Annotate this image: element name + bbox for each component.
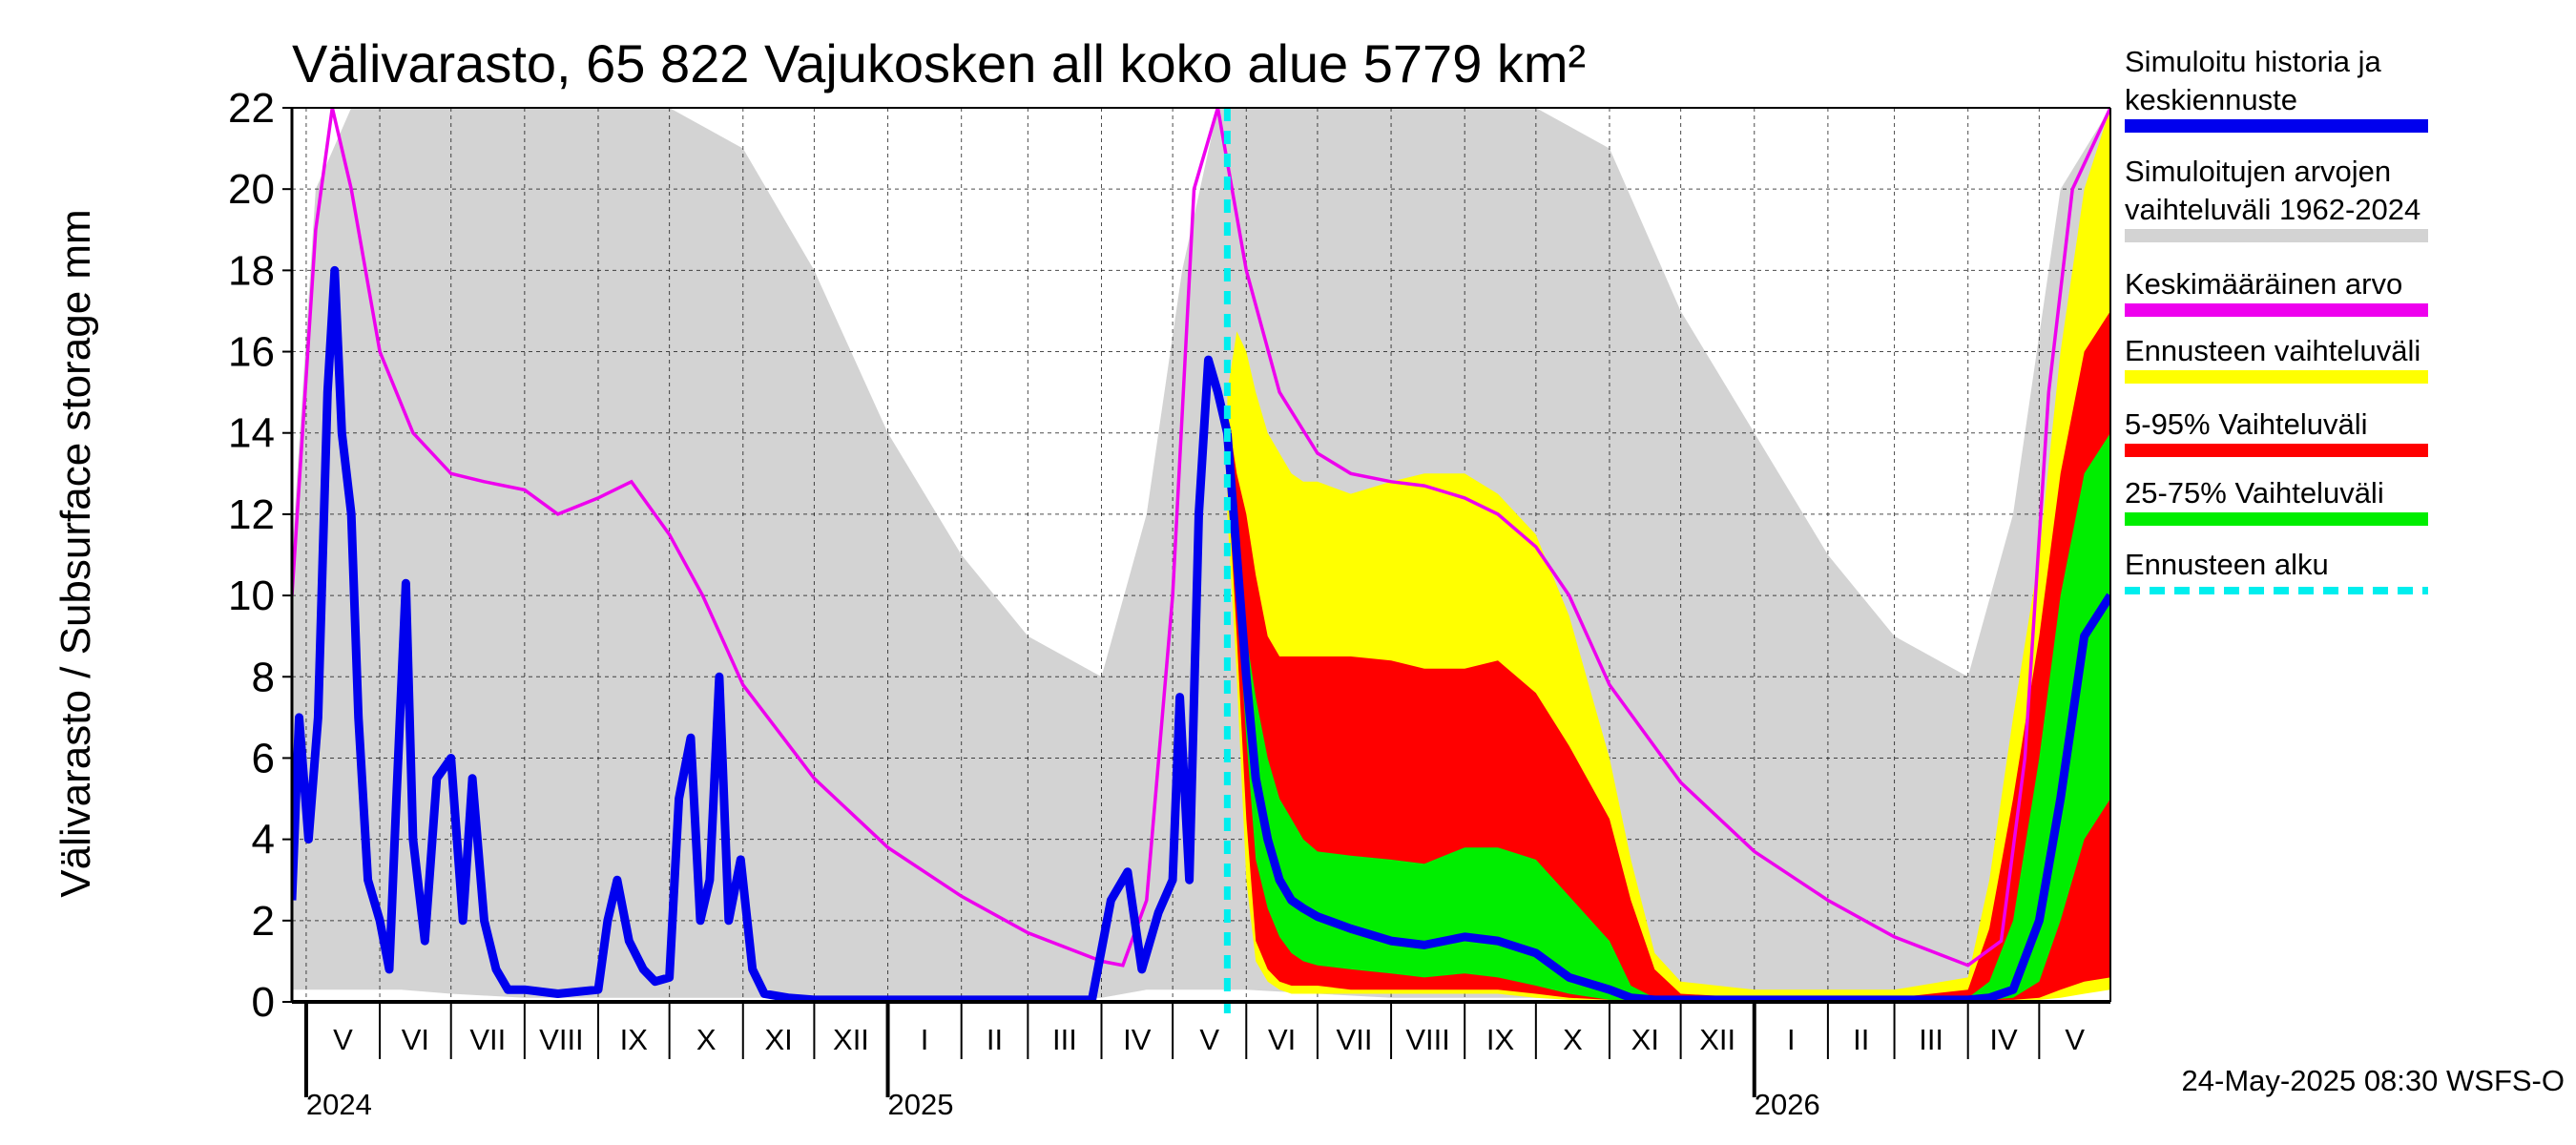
month-label: X	[696, 1023, 717, 1056]
chart-title: Välivarasto, 65 822 Vajukosken all koko …	[292, 33, 1586, 94]
month-label: VII	[469, 1023, 506, 1056]
month-label: IV	[1989, 1023, 2018, 1056]
legend-swatch	[2125, 303, 2428, 317]
legend-label: Ennusteen vaihteluväli	[2125, 334, 2420, 367]
forecast-median-line	[1222, 432, 2110, 1002]
y-tick-label: 6	[252, 735, 275, 781]
legend-item-p5_95: 5-95% Vaihteluväli	[2125, 407, 2428, 457]
month-label: VI	[1268, 1023, 1296, 1056]
legend-swatch	[2125, 444, 2428, 457]
history-line	[292, 265, 1232, 1002]
month-label: XII	[833, 1023, 869, 1056]
year-label: 2025	[888, 1088, 954, 1121]
legend-item-fc_range: Ennusteen vaihteluväli	[2125, 334, 2428, 384]
plot-series	[292, 108, 2110, 1002]
month-label: XI	[764, 1023, 792, 1056]
month-label: II	[1853, 1023, 1869, 1056]
legend-item-mean: Keskimääräinen arvo	[2125, 267, 2428, 317]
y-tick-label: 12	[228, 491, 275, 538]
month-label: XI	[1631, 1023, 1659, 1056]
legend-label: keskiennuste	[2125, 83, 2297, 116]
y-tick-label: 10	[228, 572, 275, 619]
legend-swatch	[2125, 119, 2428, 133]
year-label: 2026	[1755, 1088, 1820, 1121]
p25-75-band	[1227, 425, 2110, 1000]
month-label: IX	[620, 1023, 649, 1056]
y-tick-label: 0	[252, 979, 275, 1026]
y-tick-label: 14	[228, 410, 275, 457]
month-label: V	[333, 1023, 353, 1056]
y-tick-label: 16	[228, 329, 275, 376]
y-tick-label: 8	[252, 654, 275, 700]
month-label: IV	[1123, 1023, 1152, 1056]
legend-label: 25-75% Vaihteluväli	[2125, 476, 2384, 510]
month-label: V	[2065, 1023, 2085, 1056]
y-tick-label: 4	[252, 817, 275, 864]
month-label: XII	[1699, 1023, 1735, 1056]
p5-95-band	[1227, 311, 2110, 1000]
year-label: 2024	[306, 1088, 372, 1121]
month-label: V	[1199, 1023, 1219, 1056]
y-tick-label: 20	[228, 166, 275, 213]
legend-label: Keskimääräinen arvo	[2125, 267, 2402, 301]
legend-item-fc_start: Ennusteen alku	[2125, 548, 2428, 594]
footer-timestamp: 24-May-2025 08:30 WSFS-O	[2182, 1064, 2565, 1097]
mean-line	[292, 108, 2110, 968]
legend-label: Simuloitujen arvojen	[2125, 155, 2391, 188]
legend-label: Ennusteen alku	[2125, 548, 2329, 581]
month-label: II	[987, 1023, 1003, 1056]
month-label: I	[921, 1023, 929, 1056]
legend: Simuloitu historia jakeskiennusteSimuloi…	[2125, 45, 2428, 594]
legend-label: vaihteluväli 1962-2024	[2125, 193, 2420, 226]
month-label: III	[1052, 1023, 1077, 1056]
y-tick-label: 18	[228, 247, 275, 294]
plot-area	[292, 108, 2110, 1013]
month-label: VI	[402, 1023, 429, 1056]
legend-label: 5-95% Vaihteluväli	[2125, 407, 2367, 441]
month-label: X	[1563, 1023, 1583, 1056]
month-label: VII	[1337, 1023, 1373, 1056]
legend-swatch	[2125, 370, 2428, 384]
legend-swatch	[2125, 512, 2428, 526]
month-label: IX	[1486, 1023, 1515, 1056]
month-label: VIII	[1405, 1023, 1450, 1056]
y-tick-label: 2	[252, 898, 275, 945]
month-label: VIII	[539, 1023, 584, 1056]
y-tick-label: 22	[228, 85, 275, 132]
month-label: III	[1919, 1023, 1943, 1056]
y-axis-label: Välivarasto / Subsurface storage mm	[52, 209, 99, 897]
legend-swatch	[2125, 229, 2428, 242]
legend-item-p25_75: 25-75% Vaihteluväli	[2125, 476, 2428, 526]
legend-label: Simuloitu historia ja	[2125, 45, 2382, 78]
month-label: I	[1787, 1023, 1796, 1056]
legend-item-history: Simuloitu historia ja keskiennuste	[2125, 45, 2428, 133]
legend-item-range: Simuloitujen arvojen vaihteluväli 1962-20…	[2125, 155, 2428, 242]
